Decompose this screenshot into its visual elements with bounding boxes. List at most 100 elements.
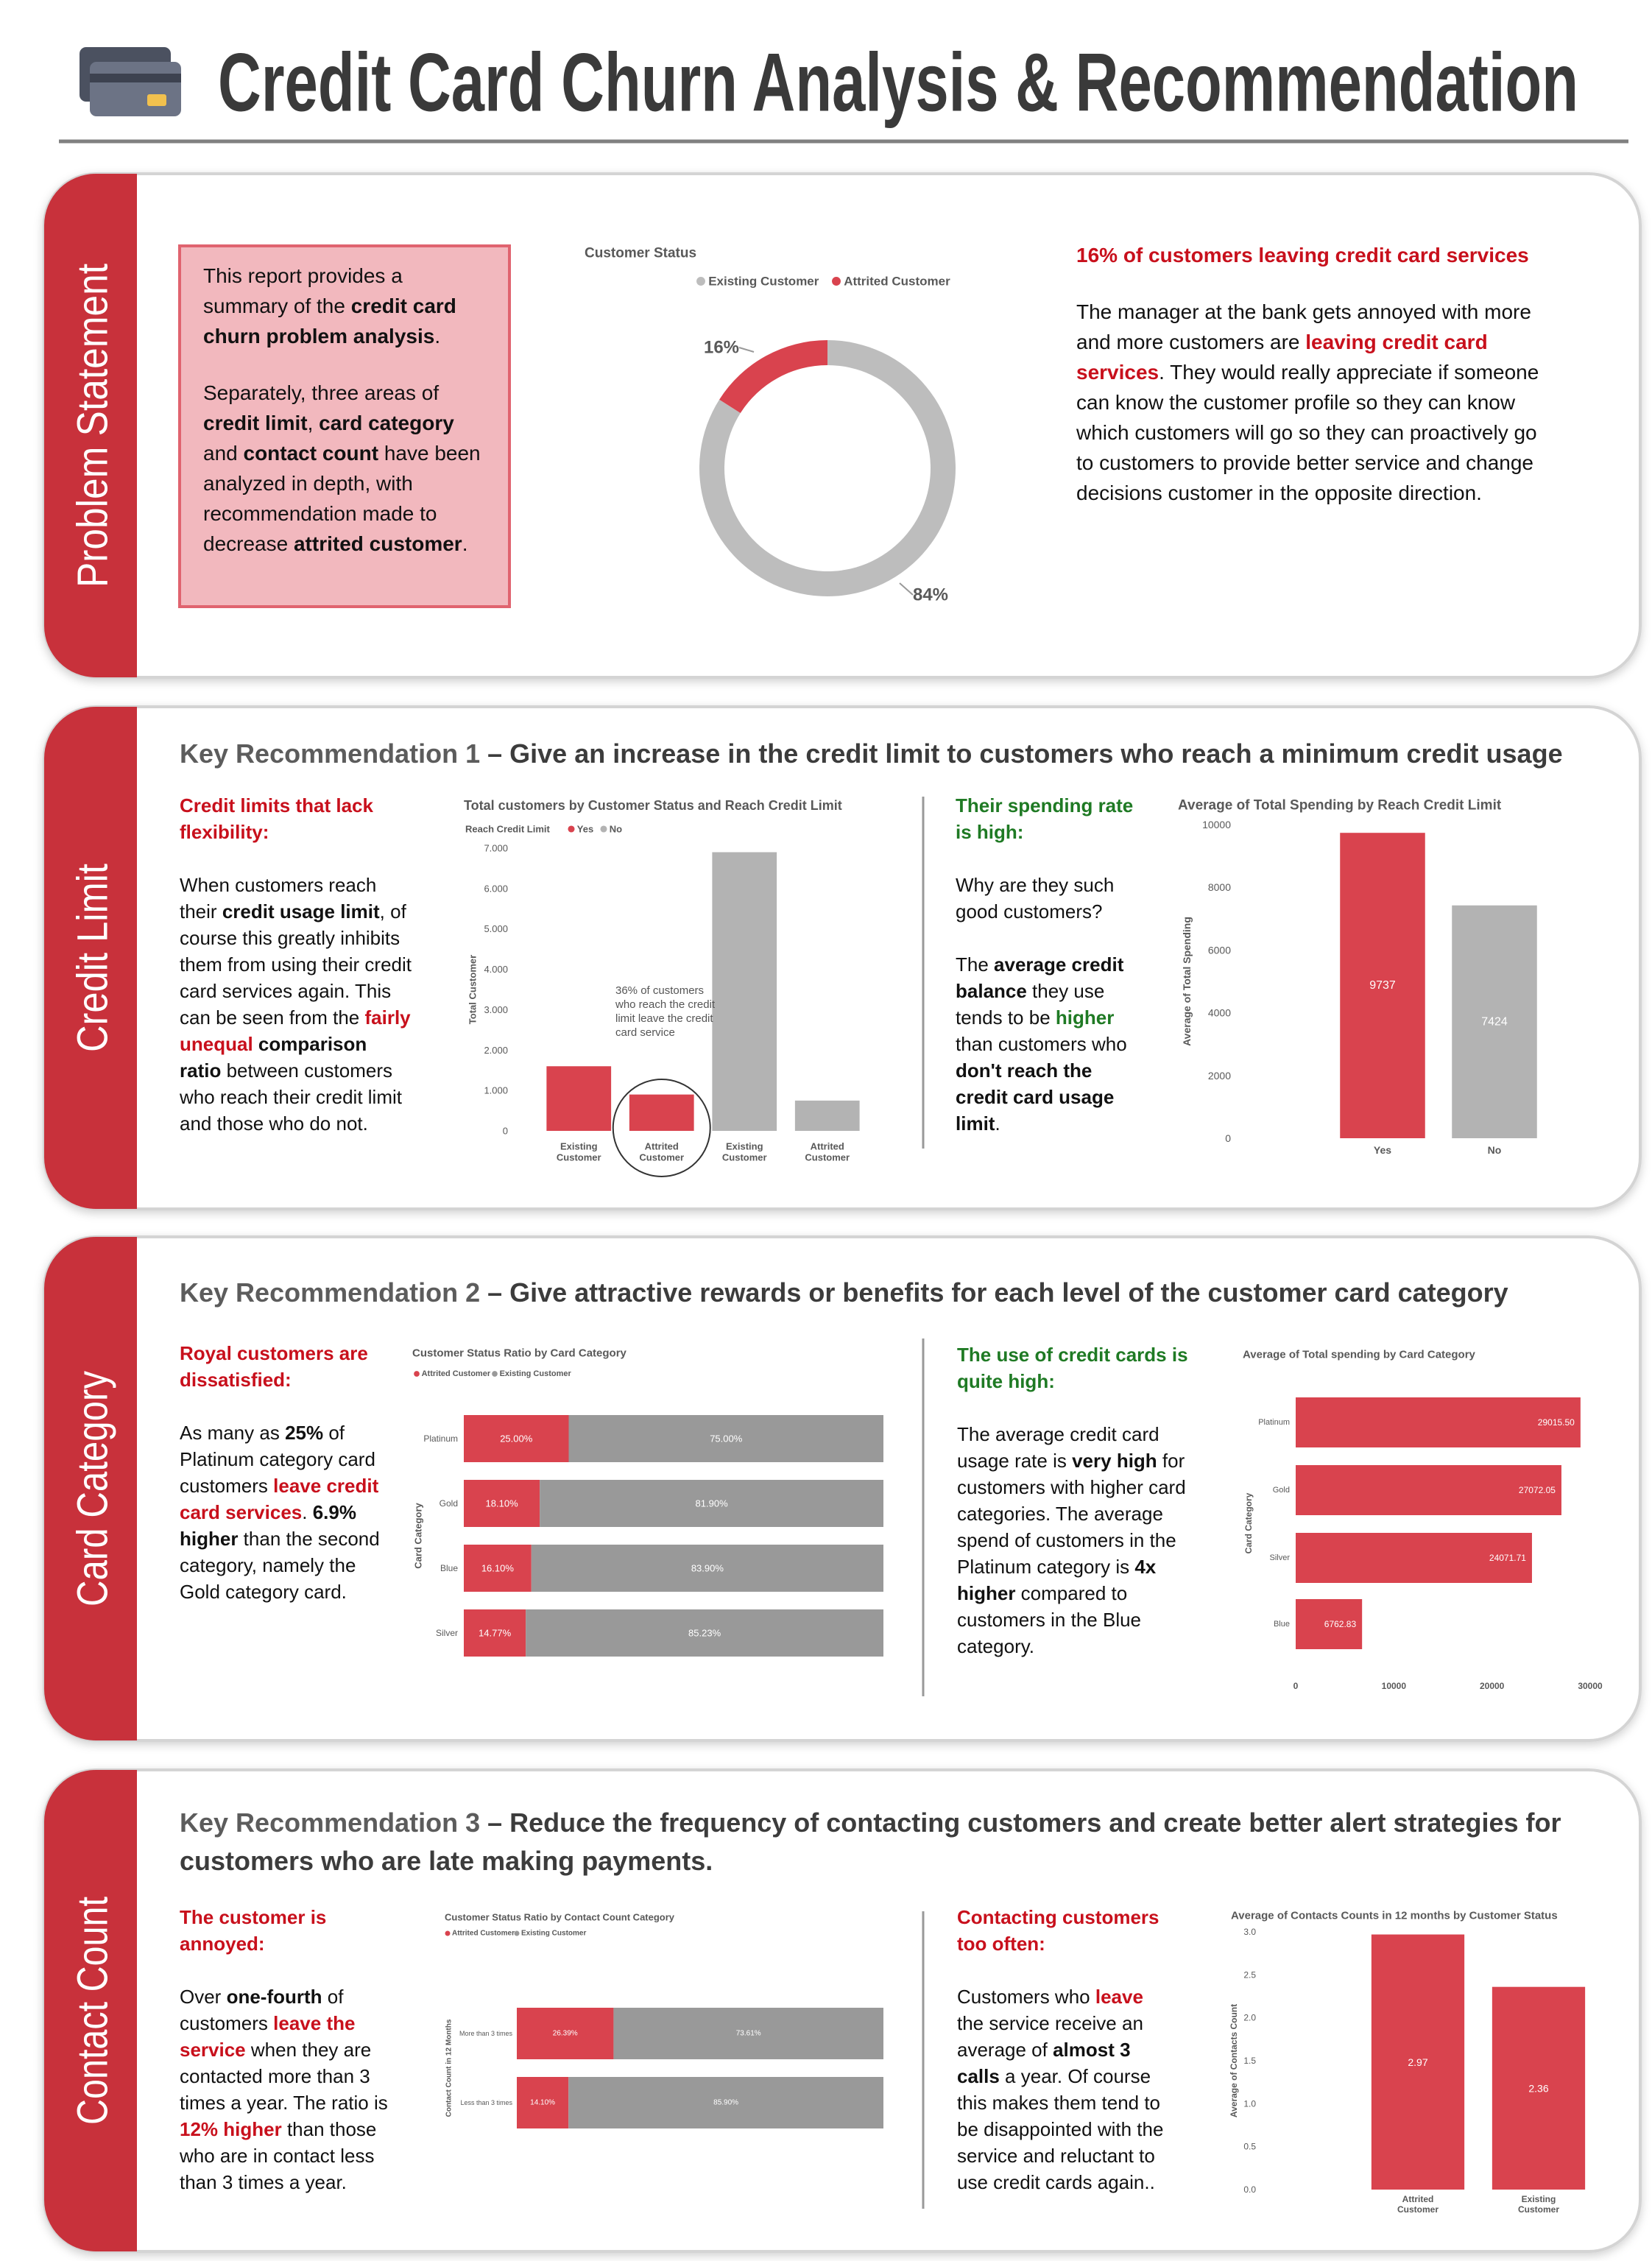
text-run: . <box>462 532 468 555</box>
text-run: leave <box>1095 1986 1143 2008</box>
text-run: 4x higher <box>957 1556 1157 1604</box>
y-tick-label: 1.0 <box>1243 2098 1256 2109</box>
data-label: 6762.83 <box>1324 1619 1357 1629</box>
column-heading: The customer is annoyed: <box>180 1904 398 1957</box>
bar-segment <box>531 1545 883 1592</box>
text-run <box>253 1033 258 1055</box>
data-label: 83.90% <box>691 1563 724 1574</box>
y-tick-label: 6000 <box>1208 944 1231 956</box>
y-tick-label: 2000 <box>1208 1070 1231 1082</box>
bar <box>1340 833 1425 1138</box>
bar <box>1492 1986 1586 2190</box>
y-tick-label: 3.000 <box>484 1004 508 1015</box>
text-run: between customers who reach their credit… <box>180 1059 402 1135</box>
y-tick-label: Blue <box>440 1563 458 1573</box>
text-run: . <box>995 1112 1000 1135</box>
y-tick-label: 3.0 <box>1243 1927 1256 1937</box>
data-label: 16.10% <box>481 1563 515 1574</box>
bar <box>629 1094 694 1131</box>
legend-swatch <box>492 1371 498 1377</box>
text-block: 16% of customers leaving credit card ser… <box>1076 240 1547 508</box>
text-run: The manager at the bank gets annoyed wit… <box>1076 300 1531 353</box>
text-run: when they are contacted more than 3 time… <box>180 2039 388 2114</box>
data-label: 75.00% <box>710 1433 743 1445</box>
section-label: Problem Statement <box>69 264 117 588</box>
data-label: 24071.71 <box>1489 1553 1526 1563</box>
y-tick-label: More than 3 times <box>459 2030 513 2037</box>
text-run: don't reach the credit card usage limit <box>956 1059 1115 1135</box>
text-run: contact count <box>243 442 379 465</box>
text-run: 6.9% higher <box>180 1501 356 1550</box>
legend-swatch <box>445 1930 451 1936</box>
text-run: 16% of customers leaving credit card ser… <box>1076 244 1529 267</box>
y-tick-label: 2.5 <box>1243 1969 1256 1980</box>
text-run: than customers who <box>956 1033 1127 1055</box>
bar <box>1296 1533 1532 1583</box>
text-run: attrited customer <box>293 532 462 555</box>
x-tick-label: Yes <box>1374 1144 1391 1156</box>
data-label: 84% <box>913 585 948 605</box>
text-run: credit card churn problem analysis <box>203 294 456 348</box>
text-run: and <box>203 442 244 465</box>
heading: Key Recommendation 2 – Give attractive r… <box>180 1274 1623 1312</box>
section-sidebar <box>44 707 137 1209</box>
data-label: 9737 <box>1369 979 1396 992</box>
text-run: Customers who <box>957 1986 1095 2008</box>
paragraph: Separately, three areas of credit limit,… <box>203 378 492 559</box>
text-run: for customers with higher card categorie… <box>957 1450 1186 1578</box>
data-label: 85.90% <box>713 2099 738 2107</box>
y-tick-label: 4000 <box>1208 1007 1231 1019</box>
y-tick-label: 5.000 <box>484 923 508 934</box>
text-run: the service receive an average of <box>957 2012 1143 2061</box>
y-tick-label: Silver <box>436 1628 458 1638</box>
data-label: 27072.05 <box>1519 1485 1556 1495</box>
bar <box>1296 1465 1561 1515</box>
recommendation-heading: Key Recommendation 3 – Reduce the freque… <box>180 1804 1623 1880</box>
legend-swatch <box>514 1930 520 1936</box>
y-tick-label: 4.000 <box>484 964 508 975</box>
text-run: The use of credit cards is quite high: <box>957 1344 1188 1392</box>
y-tick-label: 0 <box>503 1126 508 1137</box>
legend-swatch <box>414 1371 420 1377</box>
logo-icon <box>80 47 181 116</box>
text-run: The average credit card usage rate is <box>957 1423 1159 1472</box>
text-run: Credit limits that lack flexibility: <box>180 794 373 843</box>
y-tick-label: 8000 <box>1208 881 1231 893</box>
text-run: This report provides a summary of the <box>203 264 403 317</box>
bar-segment <box>464 1480 540 1527</box>
paragraph: When customers reach their credit usage … <box>180 872 412 1137</box>
text-run: The customer is annoyed: <box>180 1906 327 1955</box>
y-tick-label: 2.000 <box>484 1045 508 1056</box>
text-block: The customer is annoyed: Over one-fourth … <box>180 1904 398 2195</box>
y-tick-label: 0.5 <box>1243 2142 1256 2152</box>
legend-swatch <box>600 825 607 833</box>
legend-swatch <box>696 277 705 286</box>
data-label: 2.97 <box>1408 2056 1427 2068</box>
paragraph: The manager at the bank gets annoyed wit… <box>1076 297 1547 508</box>
text-run: almost 3 calls <box>957 2039 1131 2087</box>
y-axis-label: Card Category <box>413 1502 424 1568</box>
section-sidebar <box>44 1770 137 2251</box>
text-run: compared to customers in the Blue catego… <box>957 1582 1142 1657</box>
y-axis-label: Card Category <box>1243 1492 1254 1553</box>
text-run: leave the service <box>180 2012 356 2061</box>
text-run: card category <box>319 412 454 434</box>
chart-title: Average of Total spending by Card Catego… <box>1243 1349 1476 1361</box>
text-run: of Platinum category card customers <box>180 1422 375 1497</box>
y-axis-label: Average of Contacts Count <box>1229 2004 1239 2117</box>
x-tick-label: Existing Customer <box>557 1140 601 1163</box>
legend-label: Existing Customer <box>521 1930 586 1938</box>
data-label: 73.61% <box>736 2030 761 2038</box>
text-run: Key Recommendation 3 <box>180 1807 481 1838</box>
text-run: 25% <box>285 1422 324 1444</box>
text-block: This report provides a summary of the cr… <box>203 261 492 559</box>
page-title: Credit Card Churn Analysis & Recommendat… <box>218 37 1578 129</box>
text-run: Key Recommendation 1 <box>180 738 481 769</box>
chart-title: Average of Contacts Counts in 12 months … <box>1231 1910 1558 1922</box>
text-block: Contacting customers too often: Customers… <box>957 1904 1171 2195</box>
y-tick-label: 0 <box>1225 1132 1231 1144</box>
bar <box>1296 1599 1363 1649</box>
bar <box>1296 1397 1581 1447</box>
